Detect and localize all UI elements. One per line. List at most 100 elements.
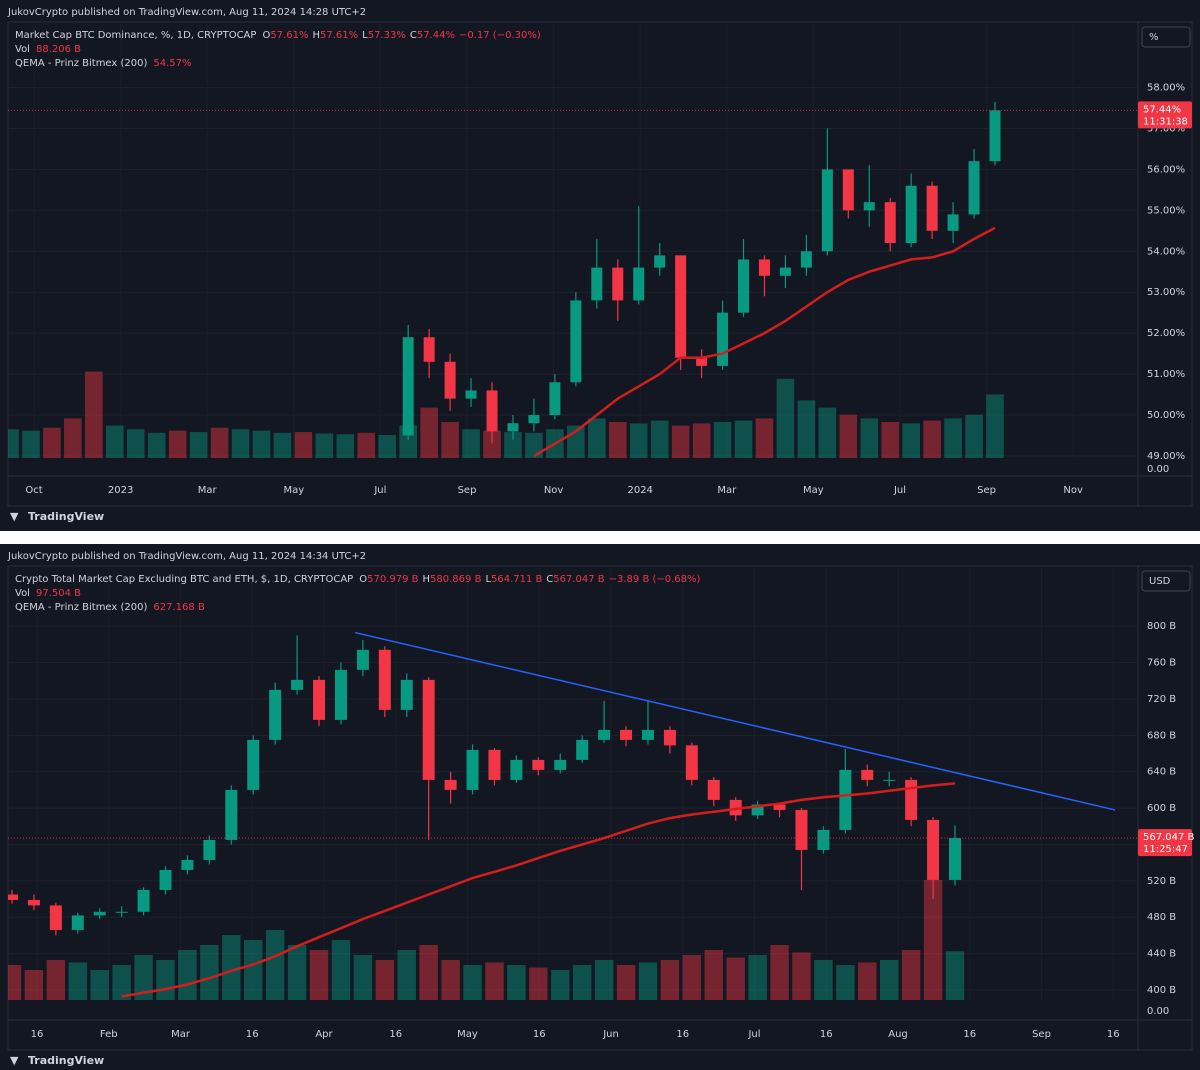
candle-body [570, 300, 582, 383]
ohlc-value: 57.33% [368, 30, 406, 41]
volume-bar [273, 432, 292, 458]
legend-change: −3.89 B (−0.68%) [609, 574, 701, 585]
volume-bar [692, 423, 711, 458]
candle-body [663, 729, 676, 746]
volume-bar [168, 430, 187, 458]
brand: TradingView [28, 510, 104, 523]
volume-bar [265, 930, 285, 1000]
candle-body [949, 838, 961, 880]
x-tick-label: 16 [1107, 1029, 1120, 1040]
volume-bar [441, 422, 459, 458]
candle-body [532, 759, 545, 770]
volume-bar [629, 423, 648, 458]
volume-name: Vol [15, 588, 30, 599]
candle-body [423, 337, 435, 362]
trend-line [354, 631, 1116, 811]
volume-bar [156, 960, 175, 1000]
volume-bar [682, 955, 702, 1000]
price-label-box [1138, 829, 1192, 857]
candle-body [356, 649, 369, 670]
volume-bar [839, 414, 858, 458]
ohlc-label: O [359, 574, 367, 585]
volume-bar [726, 957, 745, 1000]
volume-bar [551, 970, 570, 1000]
indicator-name: QEMA - Prinz Bitmex (200) [15, 602, 147, 613]
candle-body [989, 110, 1001, 162]
y-tick-label: 53.00% [1147, 287, 1185, 298]
candle-body [591, 267, 603, 301]
indicator-line [533, 226, 996, 458]
candle-body [729, 799, 742, 816]
x-tick-label: Oct [25, 485, 42, 496]
x-tick-label: Aug [888, 1029, 908, 1040]
ohlc-value: 567.047 B [553, 574, 605, 585]
volume-bar [420, 407, 438, 458]
volume-bar [483, 430, 501, 458]
volume-bar [608, 422, 627, 458]
x-tick-label: 16 [820, 1029, 833, 1040]
volume-bar [331, 940, 351, 1000]
candle-body [861, 769, 874, 780]
volume-bar [704, 950, 723, 1000]
volume-bar [572, 965, 592, 1000]
candle-body [510, 759, 523, 780]
volume-bar [638, 962, 658, 1000]
price-label-box [1138, 101, 1192, 129]
volume-bar [797, 400, 816, 458]
volume-bar [504, 432, 522, 458]
candle-body [738, 259, 750, 313]
brand-logo: ▼ [10, 1054, 19, 1067]
indicator-value: 627.168 B [153, 602, 205, 613]
candle-body [773, 804, 786, 810]
volume-bar [755, 418, 774, 458]
x-tick-label: Sep [977, 485, 996, 496]
y-tick-label: 50.00% [1147, 410, 1185, 421]
candle-body [8, 894, 18, 900]
ohlc-value: 57.44% [417, 30, 455, 41]
candle-body [291, 679, 304, 690]
y-tick-label: 400 B [1147, 985, 1176, 996]
price-label: 567.047 B [1143, 832, 1195, 843]
candle-body [71, 915, 84, 930]
candle-body [402, 337, 414, 436]
x-tick-label: Nov [544, 485, 564, 496]
ohlc-label: L [362, 30, 368, 41]
unit-button[interactable] [1141, 26, 1191, 48]
volume-bar [419, 945, 438, 1000]
x-tick-label: Sep [1032, 1029, 1051, 1040]
unit-button-label[interactable]: USD [1149, 576, 1171, 587]
volume-bar [357, 432, 376, 458]
volume-bar [353, 955, 373, 1000]
unit-button-label[interactable]: % [1149, 32, 1159, 43]
legend-indicator: QEMA - Prinz Bitmex (200) 627.168 B [15, 602, 205, 613]
volume-bar [336, 434, 355, 458]
volume-bar [105, 425, 124, 458]
volume-bar [923, 880, 943, 1000]
candle-body [93, 911, 106, 916]
x-tick-label: Jun [602, 1029, 619, 1040]
volume-bar [244, 940, 263, 1000]
volume-bar [671, 425, 690, 458]
candle-body [27, 899, 40, 906]
legend-change: −0.17 (−0.30%) [459, 30, 541, 41]
volume-bar [660, 960, 680, 1000]
volume-axis-label: 0.00 [1147, 1006, 1169, 1017]
volume-bar [858, 962, 877, 1000]
volume-bar [46, 960, 66, 1000]
ohlc-label: H [423, 574, 431, 585]
candle-body [620, 729, 633, 740]
x-tick-label: 16 [246, 1029, 259, 1040]
candle-body [225, 789, 238, 840]
x-tick-label: Feb [100, 1029, 118, 1040]
candle-body [905, 185, 917, 244]
volume-bar [748, 955, 767, 1000]
y-tick-label: 49.00% [1147, 451, 1185, 462]
candle-body [779, 267, 791, 276]
legend-symbol: Crypto Total Market Cap Excluding BTC an… [15, 574, 353, 585]
legend-symbol: Market Cap BTC Dominance, %, 1D, CRYPTOC… [15, 30, 256, 41]
legend-title: Market Cap BTC Dominance, %, 1D, CRYPTOC… [15, 30, 541, 41]
candle-body [576, 739, 589, 760]
volume-bar [588, 418, 606, 458]
unit-button[interactable] [1141, 570, 1191, 592]
volume-bar [814, 960, 833, 1000]
